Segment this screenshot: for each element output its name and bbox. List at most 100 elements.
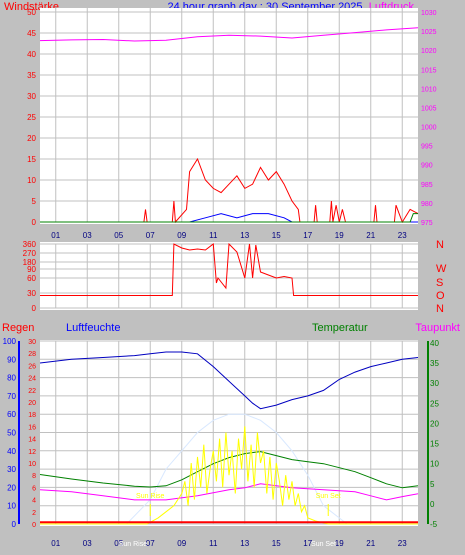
y-temp-tick-label: 5 — [430, 480, 435, 489]
y-rain-tick-label: 26 — [28, 363, 36, 370]
y-rain-tick-label: 30 — [28, 339, 36, 346]
temperature-axis-label: Temperatur — [312, 322, 368, 334]
x-tick-label: 05 — [114, 539, 123, 548]
direction-label: N — [436, 239, 444, 251]
y-tick-label: 10 — [27, 176, 36, 185]
panel-wind-pressure — [40, 8, 418, 224]
humidity-axis-label: Luftfeuchte — [66, 322, 120, 334]
y-temp-tick-label: 0 — [430, 500, 435, 509]
y-tick-label: 20 — [27, 134, 36, 143]
y-right-tick-label: 975 — [421, 220, 433, 227]
y-right-tick-label: 1025 — [421, 29, 437, 36]
x-tick-label: 11 — [209, 539, 218, 548]
y-temp-tick-label: 35 — [430, 359, 439, 368]
y-tick-label: 40 — [27, 50, 36, 59]
dewpoint-axis-label: Taupunkt — [415, 322, 460, 334]
y-rain-tick-label: 10 — [28, 461, 36, 468]
y-temp-tick-label: 25 — [430, 399, 439, 408]
y-right-tick-label: 980 — [421, 201, 433, 208]
x-tick-label: 07 — [146, 539, 155, 548]
y-tick-label: 90 — [27, 265, 36, 274]
x-tick-label: 01 — [51, 231, 60, 240]
x-tick-label: 05 — [114, 231, 123, 240]
y-right-tick-label: 1015 — [421, 67, 437, 74]
y-tick-label: 15 — [27, 155, 36, 164]
data-series-line — [40, 242, 418, 296]
y-rain-tick-label: 14 — [28, 437, 36, 444]
y-right-tick-label: 990 — [421, 163, 433, 170]
y-right-tick-label: 1005 — [421, 105, 437, 112]
y-right-tick-label: 1030 — [421, 10, 437, 17]
y-temp-tick-label: 20 — [430, 419, 439, 428]
y-temp-tick-label: 15 — [430, 440, 439, 449]
x-tick-label: 17 — [303, 539, 312, 548]
data-series-line — [40, 426, 418, 525]
y-right-tick-label: 985 — [421, 182, 433, 189]
y-tick-label: 0 — [32, 218, 37, 227]
annotation-label: Sun Set — [316, 493, 341, 500]
y-rain-tick-label: 20 — [28, 400, 36, 407]
y-humidity-tick-label: 80 — [7, 374, 16, 383]
y-rain-tick-label: 18 — [28, 412, 36, 419]
x-tick-label: 03 — [83, 539, 92, 548]
x-tick-label: 23 — [398, 539, 407, 548]
data-series-line — [39, 483, 419, 501]
x-tick-label: 11 — [209, 231, 218, 240]
direction-label: S — [436, 277, 443, 289]
y-humidity-tick-label: 10 — [7, 502, 16, 511]
rain-axis-label: Regen — [2, 322, 34, 334]
y-tick-label: 35 — [27, 71, 36, 80]
y-rain-tick-label: 2 — [32, 510, 36, 517]
data-series-line — [39, 27, 419, 42]
y-tick-label: 25 — [27, 113, 36, 122]
y-temp-tick-label: -5 — [430, 520, 438, 529]
y-rain-tick-label: 22 — [28, 388, 36, 395]
y-tick-label: 30 — [27, 92, 36, 101]
direction-label: W — [436, 263, 447, 275]
annotation-label: Sun Rise — [119, 541, 148, 548]
y-tick-label: 0 — [32, 304, 37, 313]
x-tick-label: 21 — [366, 539, 375, 548]
y-tick-label: 270 — [23, 249, 37, 258]
y-humidity-tick-label: 100 — [3, 337, 17, 346]
y-humidity-tick-label: 70 — [7, 392, 16, 401]
y-humidity-tick-label: 0 — [12, 520, 17, 529]
y-humidity-tick-label: 60 — [7, 410, 16, 419]
y-tick-label: 50 — [27, 8, 36, 17]
y-rain-tick-label: 24 — [28, 376, 36, 383]
x-tick-label: 15 — [272, 231, 281, 240]
y-humidity-tick-label: 30 — [7, 465, 16, 474]
y-rain-tick-label: 16 — [28, 424, 36, 431]
direction-label: O — [436, 290, 445, 302]
data-series-line — [39, 351, 419, 410]
annotation-label: Sun Rise — [136, 493, 165, 500]
y-rain-tick-label: 6 — [32, 485, 36, 492]
x-tick-label: 09 — [177, 231, 186, 240]
y-rain-tick-label: 0 — [32, 522, 36, 529]
x-tick-label: 07 — [146, 231, 155, 240]
panel-wind-direction — [40, 242, 418, 310]
y-right-tick-label: 1000 — [421, 125, 437, 132]
y-humidity-tick-label: 90 — [7, 355, 16, 364]
x-tick-label: 03 — [83, 231, 92, 240]
y-tick-label: 180 — [23, 258, 37, 267]
x-tick-label: 01 — [51, 539, 60, 548]
y-right-tick-label: 995 — [421, 144, 433, 151]
data-series-line — [40, 213, 418, 223]
annotation-label: Sun Set — [311, 541, 336, 548]
y-temp-tick-label: 30 — [430, 379, 439, 388]
y-rain-tick-label: 28 — [28, 351, 36, 358]
y-humidity-tick-label: 20 — [7, 483, 16, 492]
x-tick-label: 15 — [272, 539, 281, 548]
y-tick-label: 60 — [27, 274, 36, 283]
y-rain-tick-label: 12 — [28, 449, 36, 456]
y-temp-tick-label: 40 — [430, 339, 439, 348]
x-tick-label: 13 — [240, 231, 249, 240]
y-humidity-tick-label: 40 — [7, 447, 16, 456]
data-series-line — [126, 413, 348, 525]
y-temp-tick-label: 10 — [430, 460, 439, 469]
x-tick-label: 13 — [240, 539, 249, 548]
x-tick-label: 23 — [398, 231, 407, 240]
y-tick-label: 30 — [27, 289, 36, 298]
